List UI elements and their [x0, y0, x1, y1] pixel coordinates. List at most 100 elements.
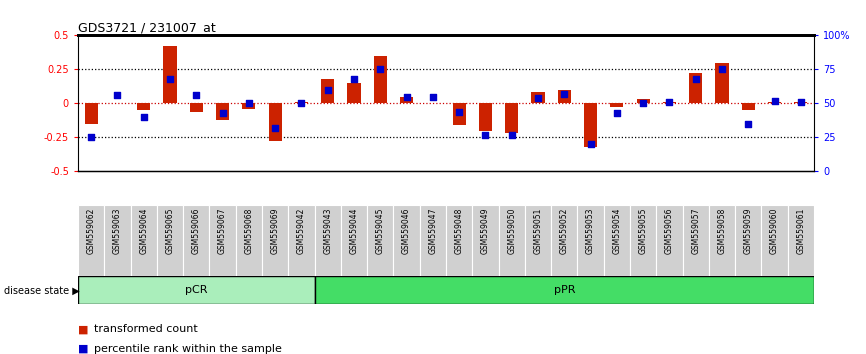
Bar [584, 103, 598, 147]
Bar [288, 205, 314, 276]
Text: percentile rank within the sample: percentile rank within the sample [94, 344, 281, 354]
Bar [85, 103, 98, 124]
Text: GSM559061: GSM559061 [797, 207, 805, 254]
Bar [709, 205, 735, 276]
Bar [788, 205, 814, 276]
Bar [262, 205, 288, 276]
Bar [505, 103, 518, 133]
Bar [268, 103, 281, 142]
Point [479, 132, 493, 137]
Text: GSM559058: GSM559058 [718, 207, 727, 254]
Bar [236, 205, 262, 276]
Point [190, 92, 204, 98]
Bar [525, 205, 551, 276]
Text: GSM559060: GSM559060 [770, 207, 779, 254]
Point [268, 125, 282, 131]
Point [111, 92, 125, 98]
Text: GSM559063: GSM559063 [113, 207, 122, 254]
Bar [611, 103, 624, 108]
Bar [768, 102, 781, 103]
Point [688, 76, 702, 82]
Bar [164, 46, 177, 103]
Text: pCR: pCR [185, 285, 208, 295]
Point [715, 67, 729, 72]
Point [347, 76, 361, 82]
Text: GSM559050: GSM559050 [507, 207, 516, 254]
Text: GSM559067: GSM559067 [218, 207, 227, 254]
Bar [551, 205, 578, 276]
Point [320, 87, 334, 93]
Text: disease state ▶: disease state ▶ [4, 285, 80, 295]
Bar [341, 205, 367, 276]
Text: GSM559053: GSM559053 [586, 207, 595, 254]
Text: GSM559047: GSM559047 [429, 207, 437, 254]
Bar [321, 79, 334, 103]
Bar [689, 74, 702, 103]
Text: GSM559066: GSM559066 [191, 207, 201, 254]
Bar [314, 205, 341, 276]
Point [794, 99, 808, 105]
Text: GSM559064: GSM559064 [139, 207, 148, 254]
Bar [532, 92, 545, 103]
Point [294, 101, 308, 106]
Text: GSM559048: GSM559048 [455, 207, 463, 254]
Text: transformed count: transformed count [94, 324, 197, 334]
Bar [347, 83, 360, 103]
Bar [499, 205, 525, 276]
Point [741, 121, 755, 127]
Point [610, 110, 624, 116]
Bar [137, 103, 150, 110]
Bar [131, 205, 157, 276]
Bar [715, 63, 728, 103]
Bar [374, 56, 387, 103]
Bar [183, 205, 210, 276]
Text: ■: ■ [78, 324, 92, 334]
Bar [682, 205, 709, 276]
Bar [78, 276, 314, 304]
Text: GSM559042: GSM559042 [297, 207, 306, 254]
Bar [78, 205, 104, 276]
Bar [604, 205, 630, 276]
Point [399, 94, 413, 99]
Text: GSM559054: GSM559054 [612, 207, 622, 254]
Bar [735, 205, 761, 276]
Bar [453, 103, 466, 125]
Text: GSM559065: GSM559065 [165, 207, 174, 254]
Point [767, 98, 781, 103]
Text: GSM559045: GSM559045 [376, 207, 385, 254]
Bar [216, 103, 229, 120]
Text: GSM559062: GSM559062 [87, 207, 95, 254]
Bar [794, 102, 807, 103]
Bar [242, 103, 255, 109]
Bar [637, 99, 650, 103]
Bar [761, 205, 788, 276]
Bar [656, 205, 682, 276]
Text: GSM559049: GSM559049 [481, 207, 490, 254]
Point [373, 67, 387, 72]
Text: GSM559046: GSM559046 [402, 207, 411, 254]
Point [558, 91, 572, 97]
Bar [294, 102, 308, 103]
Bar [420, 205, 446, 276]
Point [452, 109, 466, 114]
Bar [578, 205, 604, 276]
Point [637, 101, 650, 106]
Bar [104, 205, 131, 276]
Text: ■: ■ [78, 344, 92, 354]
Bar [630, 205, 656, 276]
Point [584, 141, 598, 147]
Point [84, 135, 98, 140]
Text: pPR: pPR [553, 285, 575, 295]
Bar [367, 205, 393, 276]
Bar [157, 205, 183, 276]
Point [242, 101, 255, 106]
Text: GSM559055: GSM559055 [638, 207, 648, 254]
Point [505, 132, 519, 137]
Text: GDS3721 / 231007_at: GDS3721 / 231007_at [78, 21, 216, 34]
Bar [446, 205, 472, 276]
Text: GSM559056: GSM559056 [665, 207, 674, 254]
Text: GSM559052: GSM559052 [559, 207, 569, 254]
Text: GSM559059: GSM559059 [744, 207, 753, 254]
Bar [210, 205, 236, 276]
Text: GSM559069: GSM559069 [270, 207, 280, 254]
